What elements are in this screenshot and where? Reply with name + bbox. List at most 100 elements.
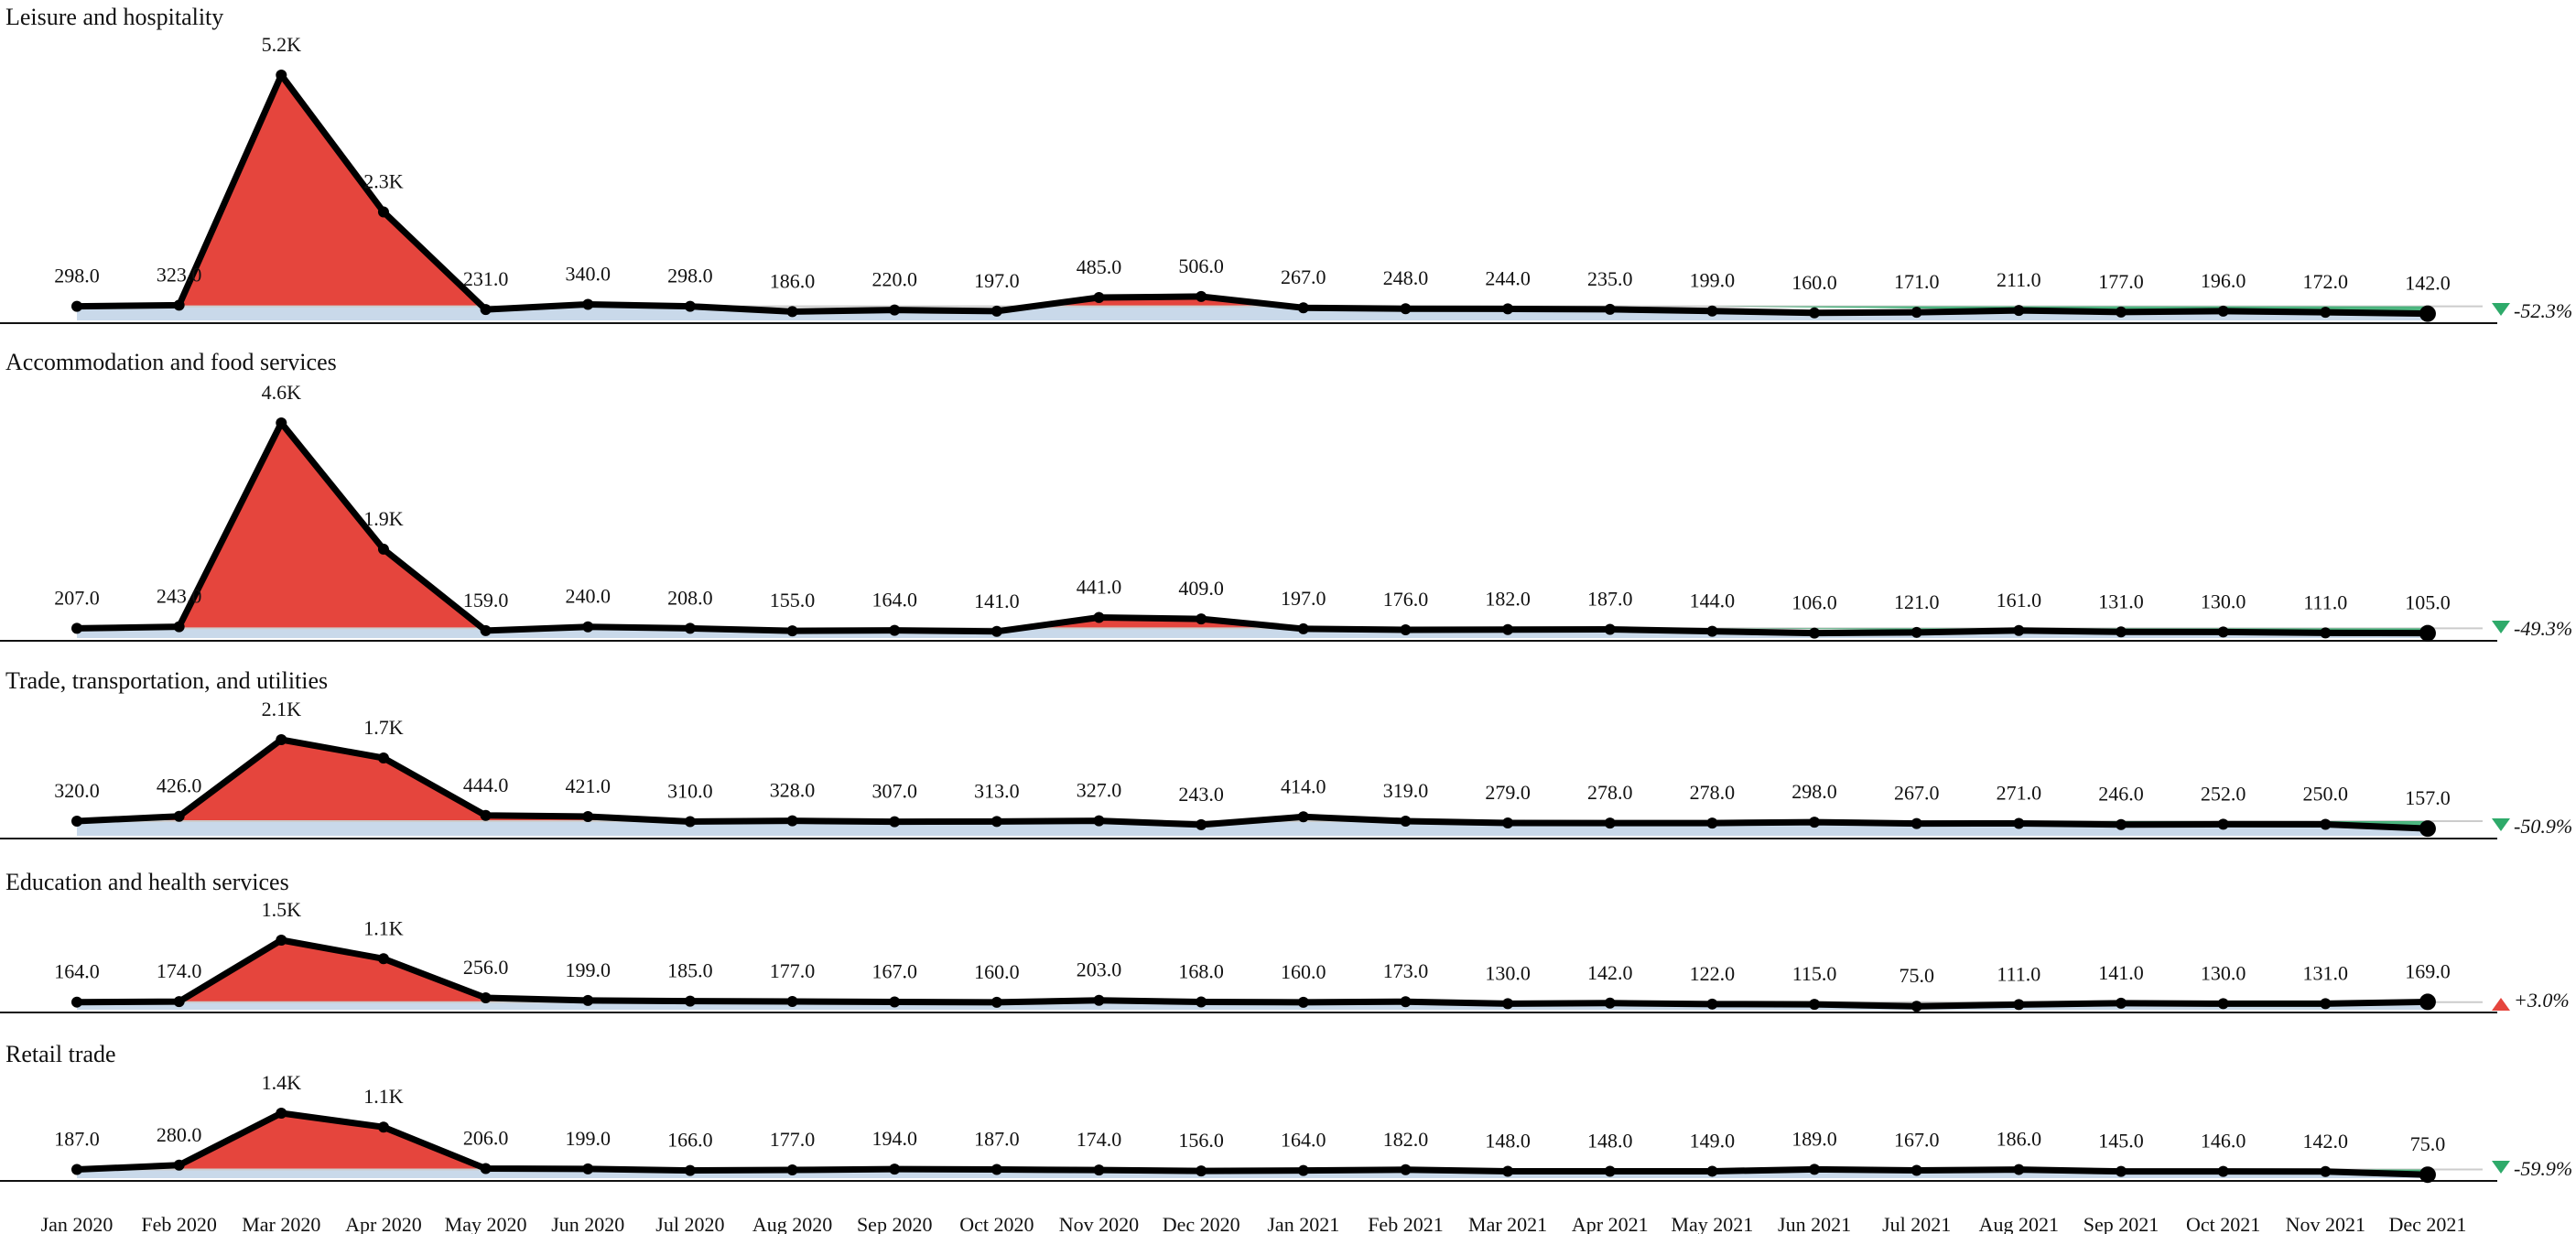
- panel-title: Retail trade: [5, 1041, 116, 1067]
- data-point: [71, 1164, 82, 1175]
- data-label: 160.0: [974, 960, 1020, 983]
- data-point: [1809, 817, 1821, 828]
- data-point: [1196, 1165, 1207, 1177]
- data-label: 130.0: [1485, 961, 1531, 984]
- data-point: [1604, 817, 1616, 829]
- data-point: [889, 996, 901, 1008]
- data-point: [2013, 817, 2025, 829]
- data-label: 174.0: [157, 959, 202, 982]
- data-label: 199.0: [566, 958, 612, 981]
- data-label: 1.1K: [363, 1085, 404, 1108]
- down-triangle-icon: [2492, 1161, 2510, 1174]
- data-label: 160.0: [1791, 271, 1837, 294]
- data-label: 197.0: [974, 269, 1020, 292]
- data-label: 2.1K: [262, 698, 302, 720]
- data-label: 159.0: [463, 589, 509, 612]
- data-label: 252.0: [2201, 782, 2246, 805]
- data-point: [1706, 817, 1718, 829]
- data-point: [1400, 816, 1412, 828]
- data-point: [1910, 1164, 1922, 1176]
- series-line: [76, 736, 2429, 832]
- data-label: 177.0: [770, 1128, 816, 1151]
- data-label: 168.0: [1178, 959, 1224, 982]
- series-line: [76, 936, 2429, 1010]
- data-point: [2419, 1166, 2436, 1184]
- data-label: 142.0: [2303, 1130, 2349, 1153]
- x-tick-label: Jan 2020: [41, 1213, 114, 1234]
- data-point: [990, 816, 1002, 828]
- data-label: 182.0: [1485, 588, 1531, 611]
- data-label: 130.0: [2201, 590, 2246, 612]
- data-point: [1093, 815, 1105, 827]
- data-point: [2419, 305, 2436, 322]
- data-point: [173, 996, 185, 1008]
- data-label: 75.0: [2410, 1132, 2446, 1155]
- data-label: 278.0: [1690, 781, 1736, 804]
- data-point: [1297, 1164, 1309, 1176]
- data-label: 220.0: [871, 268, 917, 291]
- data-point: [1604, 623, 1616, 635]
- x-tick-label: Jun 2020: [551, 1213, 624, 1234]
- data-point: [2013, 305, 2025, 317]
- data-point: [377, 752, 389, 763]
- down-triangle-icon: [2492, 621, 2510, 633]
- data-label: 122.0: [1690, 962, 1736, 985]
- x-tick-label: Dec 2020: [1163, 1213, 1240, 1234]
- data-label: 207.0: [54, 586, 100, 609]
- x-tick-label: Nov 2020: [1059, 1213, 1139, 1234]
- data-point: [173, 621, 185, 633]
- data-label: 5.2K: [262, 33, 302, 56]
- data-label: 111.0: [1997, 962, 2040, 985]
- data-point: [2013, 1164, 2025, 1175]
- data-point: [582, 810, 594, 822]
- data-point: [684, 300, 696, 312]
- data-label: 1.9K: [363, 507, 404, 530]
- data-point: [889, 816, 901, 828]
- data-point: [2320, 627, 2332, 639]
- data-label: 141.0: [2098, 961, 2144, 984]
- data-point: [1910, 307, 1922, 319]
- data-point: [1297, 996, 1309, 1008]
- data-label: 167.0: [871, 960, 917, 983]
- data-point: [480, 809, 492, 821]
- data-label: 267.0: [1281, 265, 1326, 288]
- data-point: [1093, 292, 1105, 304]
- data-label: 256.0: [463, 956, 509, 979]
- data-label: 231.0: [463, 267, 509, 290]
- data-point: [1809, 627, 1821, 639]
- data-point: [786, 306, 798, 318]
- data-point: [1093, 1164, 1105, 1176]
- data-point: [1604, 997, 1616, 1009]
- data-point: [2013, 999, 2025, 1011]
- x-tick-label: Feb 2020: [141, 1213, 217, 1234]
- data-point: [173, 810, 185, 822]
- data-label: 280.0: [157, 1123, 202, 1146]
- panel-title: Education and health services: [5, 869, 289, 895]
- data-label: 278.0: [1587, 781, 1633, 804]
- data-label: 271.0: [1997, 781, 2042, 804]
- data-label: 121.0: [1894, 590, 1940, 613]
- data-label: 197.0: [1281, 587, 1326, 610]
- data-label: 141.0: [974, 590, 1020, 612]
- x-tick-label: Dec 2021: [2388, 1213, 2466, 1234]
- data-label: 164.0: [871, 589, 917, 612]
- data-label: 173.0: [1383, 959, 1429, 982]
- data-point: [1400, 1164, 1412, 1175]
- x-tick-label: Apr 2020: [345, 1213, 422, 1234]
- data-point: [2217, 818, 2229, 830]
- x-tick-label: Mar 2021: [1468, 1213, 1547, 1234]
- data-point: [1809, 1164, 1821, 1175]
- data-label: 327.0: [1077, 779, 1122, 802]
- data-point: [786, 815, 798, 827]
- data-label: 267.0: [1894, 782, 1940, 805]
- data-label: 167.0: [1894, 1129, 1940, 1152]
- data-label: 166.0: [667, 1129, 713, 1152]
- data-point: [1809, 999, 1821, 1011]
- x-tick-label: Aug 2020: [752, 1213, 832, 1234]
- data-label: 313.0: [974, 779, 1020, 802]
- data-label: 172.0: [2303, 270, 2349, 293]
- data-point: [2116, 626, 2127, 638]
- data-label: 182.0: [1383, 1128, 1429, 1151]
- data-point: [173, 1159, 185, 1171]
- data-point: [1297, 622, 1309, 634]
